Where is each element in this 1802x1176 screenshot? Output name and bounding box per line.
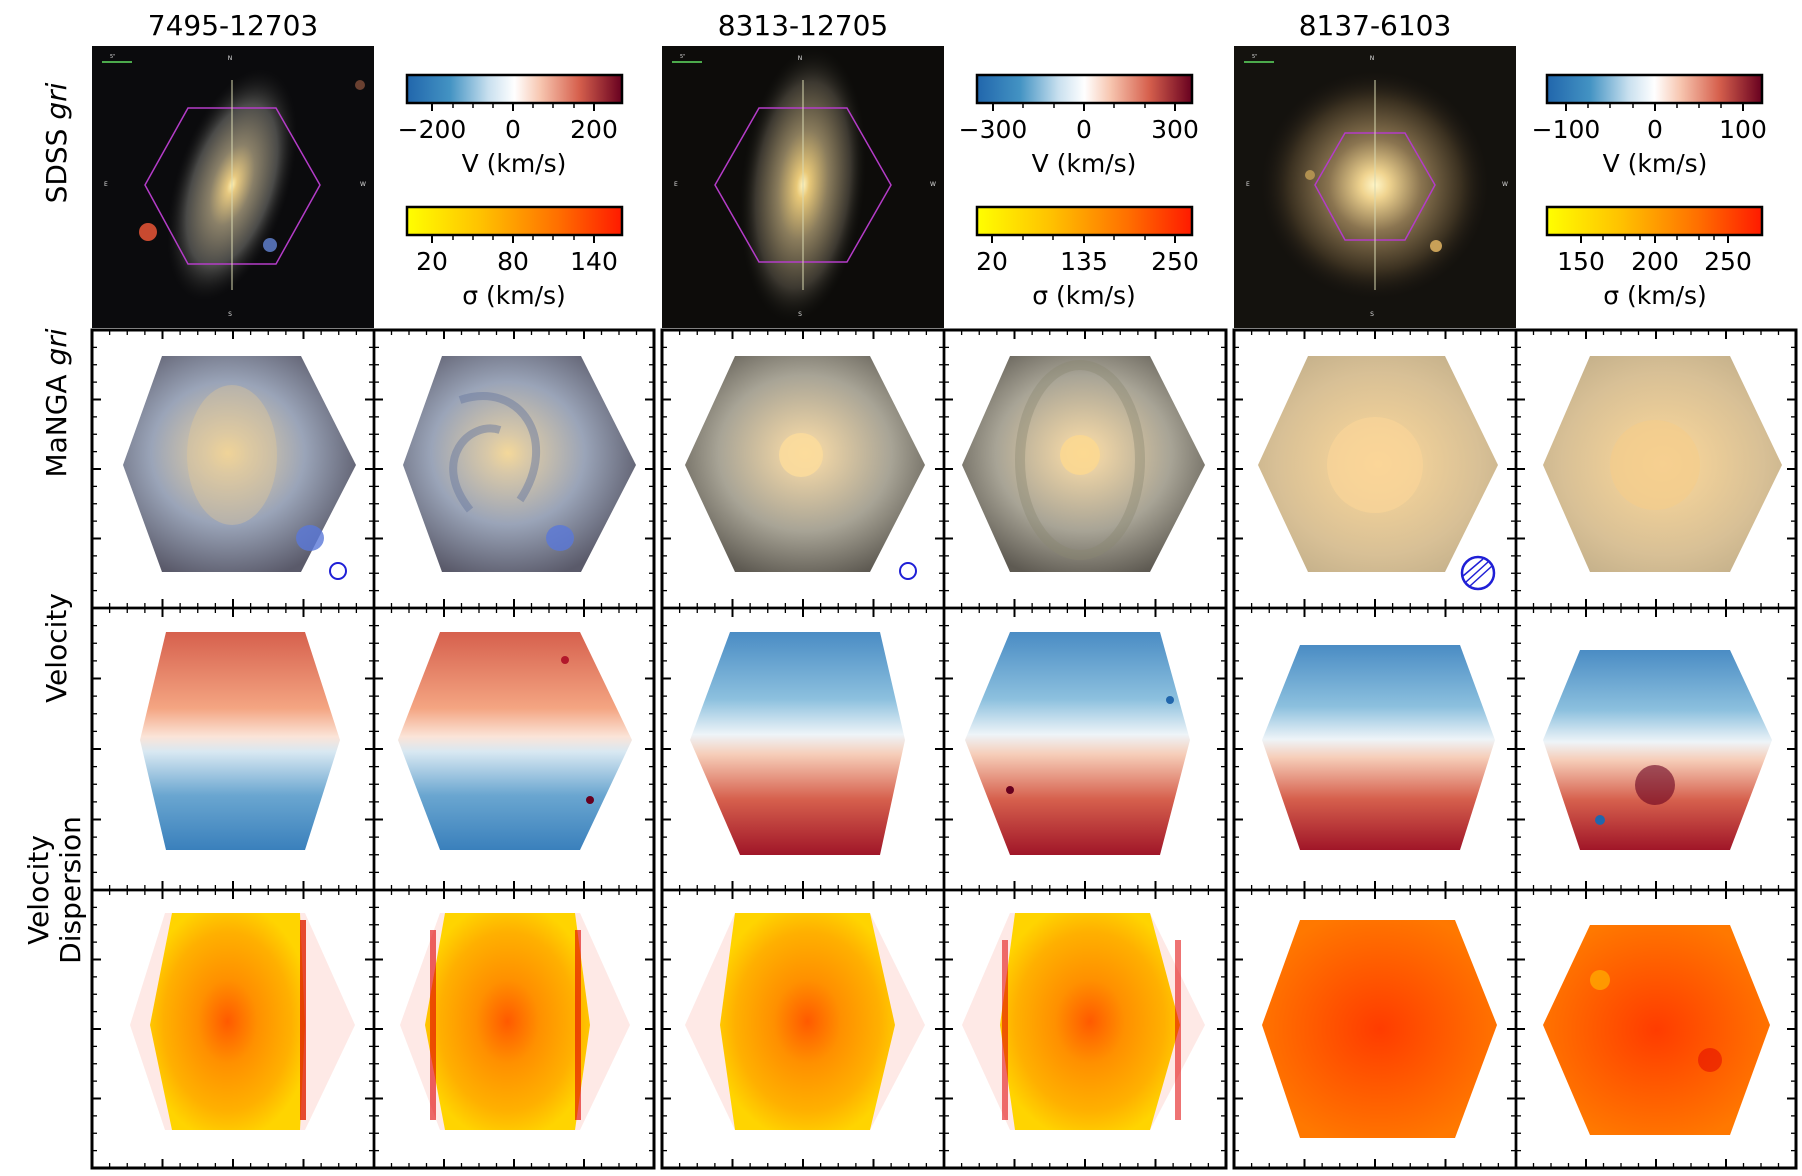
psf-circle	[899, 562, 917, 580]
velocity-colorbar-7495-12703: −200 0 200 V (km/s)	[398, 73, 624, 178]
row-label-dispersion-line2: Dispersion	[54, 816, 87, 964]
colorbar-tick-label: −200	[398, 115, 467, 144]
colorbar-tick-label: 0	[1647, 115, 1663, 144]
velocity-map-7495-12703-b	[398, 632, 632, 850]
colorbar-tick-label: 140	[570, 247, 618, 276]
compass-south: S	[1370, 311, 1374, 318]
scale-bar-label: 5"	[680, 54, 685, 60]
row-label-velocity: Velocity	[40, 593, 73, 703]
sdss-image-8313-12705: N S E W 5"	[662, 46, 944, 328]
colorbar-tick-label: 200	[1631, 247, 1679, 276]
colorbar-tick-label: −100	[1532, 115, 1601, 144]
row-label-manga: MaNGA gri	[40, 328, 73, 477]
scale-bar-label: 5"	[1252, 54, 1257, 60]
colorbar-label: σ (km/s)	[462, 281, 566, 310]
colorbar-label: V (km/s)	[462, 149, 567, 178]
dispersion-map-8137-6103-b	[1543, 925, 1770, 1135]
colorbar-tick-label: 80	[497, 247, 529, 276]
sigma-colorbar-7495-12703: 20 80 140 σ (km/s)	[405, 205, 624, 310]
compass-east: E	[104, 181, 108, 188]
colorbar-tick-label: 150	[1557, 247, 1605, 276]
dispersion-map-8313-12705-a	[685, 913, 925, 1130]
velocity-colorbar-8313-12705: −300 0 300 V (km/s)	[959, 73, 1199, 178]
colorbar-label: σ (km/s)	[1032, 281, 1136, 310]
velocity-map-8137-6103-a	[1262, 645, 1495, 850]
compass-east: E	[1246, 181, 1250, 188]
sigma-colorbar-8137-6103: 150 200 250 σ (km/s)	[1545, 205, 1764, 310]
colorbar-tick-label: 250	[1704, 247, 1752, 276]
colorbar-label: V (km/s)	[1032, 149, 1137, 178]
manga-image-8137-6103-b	[1543, 356, 1782, 572]
scale-bar-label: 5"	[110, 54, 115, 60]
colorbar-tick-label: 300	[1151, 115, 1199, 144]
sigma-colorbar-8313-12705: 20 135 250 σ (km/s)	[975, 205, 1199, 310]
galaxy-title: 7495-12703	[148, 9, 318, 42]
compass-north: N	[798, 55, 803, 62]
dispersion-map-7495-12703-a	[130, 913, 355, 1130]
dispersion-map-8313-12705-b	[962, 913, 1205, 1130]
row-label-dispersion-line1: Velocity	[22, 835, 55, 945]
manga-image-8313-12705-a	[685, 356, 925, 580]
compass-west: W	[360, 181, 366, 188]
velocity-map-8137-6103-b	[1543, 650, 1772, 850]
compass-west: W	[930, 181, 936, 188]
psf-circle	[329, 562, 347, 580]
colorbar-label: V (km/s)	[1603, 149, 1708, 178]
colorbar-tick-label: 200	[570, 115, 618, 144]
velocity-map-8313-12705-a	[690, 632, 905, 855]
manga-image-7495-12703-b	[403, 356, 636, 572]
velocity-map-8313-12705-b	[965, 632, 1190, 855]
sdss-image-7495-12703: N S E W 5"	[92, 46, 374, 328]
sdss-image-8137-6103: N S E W 5"	[1234, 46, 1516, 328]
velocity-map-7495-12703-a	[140, 632, 340, 850]
velocity-colorbar-8137-6103: −100 0 100 V (km/s)	[1532, 73, 1767, 178]
manga-image-7495-12703-a	[123, 356, 356, 580]
dispersion-map-8137-6103-a	[1262, 920, 1497, 1138]
manga-image-8137-6103-a	[1258, 356, 1498, 591]
compass-south: S	[798, 311, 802, 318]
colorbar-tick-label: −300	[959, 115, 1028, 144]
manga-image-8313-12705-b	[962, 356, 1205, 572]
colorbar-tick-label: 20	[976, 247, 1008, 276]
compass-east: E	[674, 181, 678, 188]
compass-north: N	[1370, 55, 1375, 62]
psf-circle	[1460, 555, 1496, 591]
colorbar-tick-label: 135	[1060, 247, 1108, 276]
colorbar-tick-label: 250	[1151, 247, 1199, 276]
compass-south: S	[228, 311, 232, 318]
colorbar-tick-label: 0	[1076, 115, 1092, 144]
compass-west: W	[1502, 181, 1508, 188]
galaxy-title: 8313-12705	[718, 9, 888, 42]
colorbar-tick-label: 100	[1719, 115, 1767, 144]
colorbar-tick-label: 20	[416, 247, 448, 276]
colorbar-tick-label: 0	[505, 115, 521, 144]
dispersion-map-7495-12703-b	[400, 913, 630, 1130]
galaxy-title: 8137-6103	[1299, 9, 1452, 42]
panel-frames	[90, 328, 1798, 1170]
colorbar-label: σ (km/s)	[1603, 281, 1707, 310]
row-label-sdss: SDSS gri	[40, 82, 73, 203]
compass-north: N	[228, 55, 233, 62]
